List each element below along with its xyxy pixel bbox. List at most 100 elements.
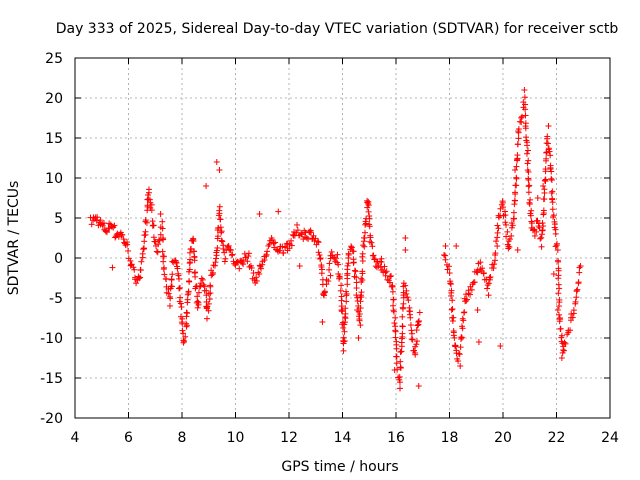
- data-point: [245, 253, 252, 260]
- data-point: [225, 242, 232, 249]
- data-point: [396, 373, 403, 380]
- data-point: [175, 285, 182, 292]
- data-point: [161, 271, 168, 278]
- x-tick-label: 6: [124, 430, 133, 446]
- data-point: [269, 236, 276, 243]
- data-point: [538, 243, 545, 250]
- data-point: [524, 160, 531, 167]
- data-point: [407, 322, 414, 329]
- data-point: [239, 259, 246, 266]
- data-point: [154, 249, 161, 256]
- data-point: [524, 147, 531, 154]
- data-point: [348, 244, 355, 251]
- data-point: [275, 208, 282, 215]
- data-point: [266, 241, 273, 248]
- data-point: [104, 229, 111, 236]
- data-point: [441, 252, 448, 259]
- data-point: [157, 211, 164, 217]
- data-point: [200, 281, 207, 288]
- data-point: [210, 262, 217, 269]
- data-point: [298, 231, 305, 238]
- data-point: [367, 234, 374, 241]
- data-point: [186, 249, 193, 256]
- data-point: [397, 364, 404, 371]
- y-tick-label: -20: [40, 411, 63, 427]
- data-point: [175, 272, 182, 279]
- data-point: [399, 330, 406, 337]
- data-point: [477, 259, 484, 266]
- data-point: [397, 385, 404, 392]
- data-point: [341, 337, 348, 344]
- data-point: [408, 336, 415, 343]
- data-point: [549, 195, 556, 202]
- data-point: [485, 280, 492, 287]
- data-point: [383, 268, 390, 275]
- data-point: [510, 215, 517, 222]
- data-point: [356, 317, 363, 324]
- data-point: [550, 212, 557, 219]
- data-point: [181, 338, 188, 345]
- data-point: [272, 239, 279, 246]
- data-point: [368, 239, 375, 246]
- data-point: [442, 243, 449, 249]
- data-point: [568, 311, 575, 317]
- data-point: [525, 168, 532, 175]
- y-tick-label: -10: [40, 331, 63, 347]
- data-point: [415, 321, 422, 328]
- data-point: [167, 295, 174, 302]
- data-point: [120, 236, 127, 243]
- data-point: [176, 284, 183, 291]
- data-point: [337, 287, 344, 294]
- y-tick-label: 20: [45, 91, 63, 107]
- data-point: [449, 306, 456, 313]
- data-point: [177, 294, 184, 301]
- data-point: [150, 222, 157, 229]
- data-point: [201, 283, 208, 290]
- data-point: [485, 292, 492, 299]
- data-point: [549, 188, 556, 195]
- data-point: [111, 222, 118, 229]
- data-point: [550, 271, 557, 277]
- data-point: [446, 270, 453, 277]
- data-point: [536, 224, 543, 231]
- data-point: [403, 287, 410, 294]
- data-point: [539, 220, 546, 227]
- data-point: [514, 247, 521, 253]
- data-point: [493, 238, 500, 245]
- data-point: [190, 238, 197, 245]
- data-point: [405, 297, 412, 304]
- data-point: [541, 189, 548, 196]
- data-point: [381, 263, 388, 270]
- x-tick-label: 18: [441, 430, 459, 446]
- data-point: [396, 379, 403, 386]
- data-point: [522, 112, 529, 119]
- data-point: [543, 149, 550, 156]
- data-point: [360, 242, 367, 249]
- data-point: [288, 242, 295, 249]
- data-point: [203, 183, 210, 189]
- data-point: [330, 254, 337, 261]
- data-point: [353, 279, 360, 286]
- data-point: [333, 255, 340, 262]
- data-point: [178, 304, 185, 311]
- data-point: [184, 310, 191, 317]
- data-point: [308, 229, 315, 236]
- data-point: [100, 220, 107, 227]
- data-point: [494, 222, 501, 229]
- data-point: [409, 336, 416, 343]
- data-point: [480, 269, 487, 276]
- data-point: [216, 210, 223, 217]
- data-point: [407, 314, 414, 321]
- data-point: [523, 150, 530, 157]
- data-point: [141, 238, 148, 245]
- data-point: [311, 237, 318, 244]
- data-point: [506, 236, 513, 243]
- data-point: [369, 243, 376, 250]
- data-point: [354, 307, 361, 313]
- data-point: [494, 243, 501, 250]
- y-tick-label: -15: [40, 371, 63, 387]
- data-point: [359, 277, 366, 284]
- data-point: [219, 238, 226, 245]
- data-point: [513, 182, 520, 189]
- data-point: [180, 330, 187, 337]
